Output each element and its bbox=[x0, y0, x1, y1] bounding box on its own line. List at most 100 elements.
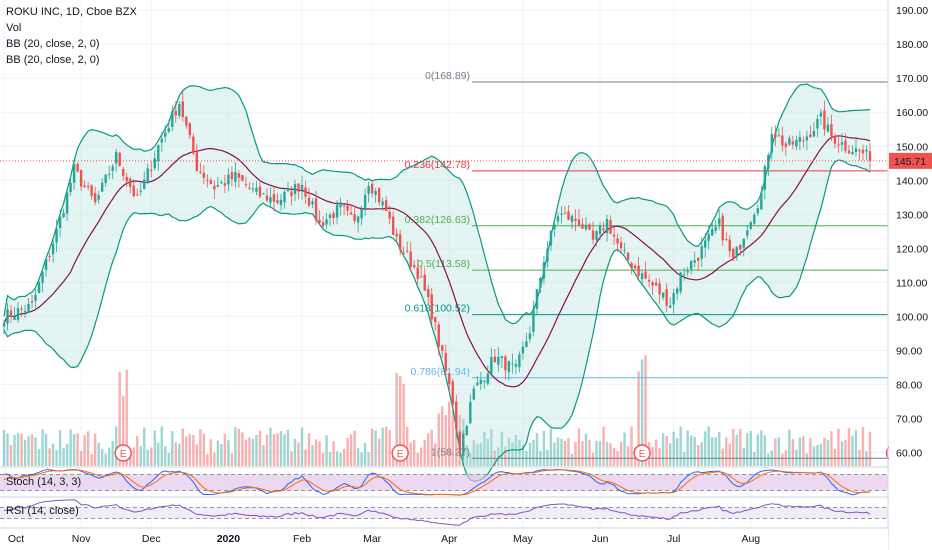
candle-body bbox=[549, 231, 553, 246]
legend-volume[interactable]: Vol bbox=[6, 22, 22, 34]
candle-body bbox=[349, 212, 353, 215]
volume-bar bbox=[609, 443, 612, 466]
candle-body bbox=[227, 174, 230, 185]
earnings-marker[interactable] bbox=[633, 444, 651, 462]
y-tick-label: 120.00 bbox=[896, 243, 928, 255]
candle-body bbox=[742, 238, 745, 248]
candle-body bbox=[728, 239, 731, 252]
volume-bar bbox=[356, 448, 360, 466]
candle-body bbox=[647, 279, 651, 282]
volume-bar bbox=[114, 426, 118, 466]
volume-bar bbox=[44, 433, 48, 466]
volume-bar bbox=[465, 445, 469, 466]
candle-body bbox=[2, 323, 6, 327]
candle-body bbox=[633, 265, 637, 269]
volume-bar bbox=[739, 428, 742, 466]
candle-body bbox=[342, 205, 346, 207]
candle-body bbox=[416, 267, 419, 279]
volume-bar bbox=[532, 440, 535, 466]
volume-bar bbox=[469, 453, 472, 466]
volume-bar bbox=[626, 446, 630, 466]
volume-bar bbox=[595, 440, 598, 466]
volume-bar bbox=[384, 426, 388, 466]
fibonacci-retracement[interactable]: 0(168.89)0.236(142.78)0.382(126.63)0.5(1… bbox=[405, 70, 888, 459]
volume-bar bbox=[574, 441, 577, 466]
volume-bar bbox=[816, 444, 819, 466]
volume-bar bbox=[735, 434, 738, 466]
volume-bar bbox=[342, 448, 346, 466]
legend-bb-1[interactable]: BB (20, close, 2, 0) bbox=[6, 38, 100, 50]
candle-body bbox=[9, 310, 13, 317]
candle-body bbox=[381, 201, 384, 206]
candle-body bbox=[686, 270, 689, 273]
volume-bar bbox=[774, 438, 777, 466]
volume-bar bbox=[430, 429, 433, 466]
candle-body bbox=[718, 218, 721, 225]
volume-bar bbox=[195, 444, 199, 466]
candle-body bbox=[833, 136, 837, 144]
candle-body bbox=[707, 234, 710, 241]
earnings-marker[interactable] bbox=[391, 444, 409, 462]
volume-bar bbox=[812, 446, 816, 466]
candle-body bbox=[192, 136, 195, 154]
earnings-marker[interactable] bbox=[114, 444, 132, 462]
volume-bar bbox=[164, 446, 167, 466]
candle-body bbox=[72, 164, 76, 183]
volume-bar bbox=[675, 438, 679, 466]
candle-body bbox=[48, 255, 51, 257]
candle-body bbox=[619, 242, 623, 249]
volume-bar bbox=[854, 430, 858, 466]
volume-bar bbox=[30, 434, 34, 466]
candle-body bbox=[405, 250, 409, 252]
y-tick-label: 100.00 bbox=[896, 311, 928, 323]
stoch-band bbox=[0, 474, 888, 491]
x-tick-label: Oct bbox=[8, 533, 24, 545]
y-axis-bg bbox=[889, 0, 932, 550]
y-tick-label: 140.00 bbox=[896, 175, 928, 187]
legend-bb-2[interactable]: BB (20, close, 2, 0) bbox=[6, 54, 100, 66]
volume-bar bbox=[756, 434, 760, 466]
candle-body bbox=[69, 182, 72, 193]
volume-bar bbox=[591, 452, 595, 466]
candle-body bbox=[858, 150, 861, 152]
symbol-title[interactable]: ROKU INC, 1D, Cboe BZX bbox=[6, 6, 137, 18]
earnings-marker-label: E bbox=[120, 449, 127, 460]
rsi-label[interactable]: RSI (14, close) bbox=[6, 505, 79, 517]
candle-body bbox=[377, 188, 381, 203]
candle-body bbox=[157, 145, 160, 162]
volume-bar bbox=[861, 427, 865, 466]
volume-bar bbox=[434, 443, 437, 466]
candle-body bbox=[185, 116, 188, 126]
x-tick-label: May bbox=[513, 533, 534, 545]
volume-bar bbox=[686, 430, 689, 466]
candle-body bbox=[150, 170, 153, 172]
candle-body bbox=[479, 379, 483, 385]
volume-bar bbox=[781, 453, 784, 466]
volume-bar bbox=[707, 426, 710, 466]
volume-bar bbox=[9, 444, 13, 466]
y-tick-label: 80.00 bbox=[896, 379, 922, 391]
volume-bar bbox=[55, 450, 58, 466]
volume-bar bbox=[556, 437, 560, 466]
candle-body bbox=[367, 186, 370, 194]
candle-body bbox=[574, 218, 577, 222]
candle-body bbox=[507, 361, 511, 373]
volume-bar bbox=[420, 447, 423, 466]
volume-bar bbox=[279, 431, 283, 466]
candle-body bbox=[353, 214, 356, 221]
candle-body bbox=[781, 135, 784, 146]
candle-body bbox=[164, 132, 167, 137]
candle-body bbox=[318, 219, 321, 223]
candle-body bbox=[122, 168, 125, 176]
candle-body bbox=[413, 264, 416, 268]
candle-body bbox=[760, 192, 763, 210]
y-tick-label: 130.00 bbox=[896, 209, 928, 221]
stoch-label[interactable]: Stoch (14, 3, 3) bbox=[6, 476, 82, 488]
candle-body bbox=[90, 185, 93, 196]
bollinger-band-fill bbox=[4, 84, 870, 482]
candle-body bbox=[623, 249, 626, 251]
candle-body bbox=[535, 289, 539, 309]
candle-body bbox=[181, 101, 185, 118]
candle-body bbox=[689, 261, 693, 270]
